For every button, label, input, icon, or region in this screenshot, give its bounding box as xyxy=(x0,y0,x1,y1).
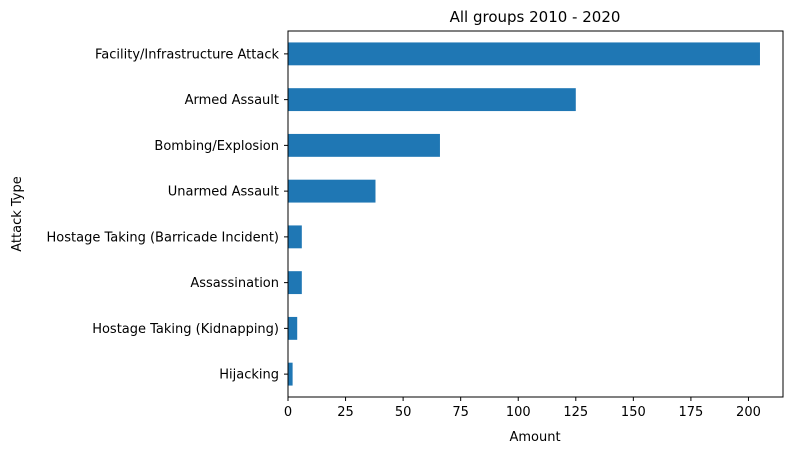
x-tick-label: 50 xyxy=(395,405,412,420)
x-axis-ticks: 0 25 50 75 100 125 150 175 200 xyxy=(284,397,761,420)
bar xyxy=(288,133,440,157)
y-tick-label: Unarmed Assault xyxy=(168,185,279,200)
bar xyxy=(288,42,760,66)
x-tick-label: 25 xyxy=(337,405,354,420)
x-tick-label: 0 xyxy=(284,405,292,420)
y-axis-ticks: Facility/Infrastructure Attack Armed Assa… xyxy=(47,47,288,383)
bar xyxy=(288,225,302,249)
bar xyxy=(288,88,576,112)
y-tick-label: Hijacking xyxy=(219,368,279,383)
x-axis-title: Amount xyxy=(509,430,560,445)
y-tick-label: Assassination xyxy=(190,276,279,291)
bar xyxy=(288,271,302,295)
bar xyxy=(288,362,293,386)
chart-title: All groups 2010 - 2020 xyxy=(450,8,621,26)
y-tick-label: Hostage Taking (Barricade Incident) xyxy=(47,230,279,245)
x-tick-label: 150 xyxy=(621,405,646,420)
x-tick-label: 125 xyxy=(563,405,588,420)
y-tick-label: Hostage Taking (Kidnapping) xyxy=(92,322,279,337)
bar xyxy=(288,316,298,340)
y-axis-title: Attack Type xyxy=(10,176,25,252)
y-tick-label: Facility/Infrastructure Attack xyxy=(95,47,279,62)
x-tick-label: 175 xyxy=(678,405,703,420)
x-tick-label: 100 xyxy=(506,405,531,420)
y-tick-label: Bombing/Explosion xyxy=(154,139,279,154)
y-tick-label: Armed Assault xyxy=(185,93,279,108)
x-tick-label: 200 xyxy=(736,405,761,420)
bar xyxy=(288,179,376,203)
plot-frame xyxy=(287,30,784,398)
bars-layer xyxy=(288,42,760,386)
x-tick-label: 75 xyxy=(452,405,469,420)
